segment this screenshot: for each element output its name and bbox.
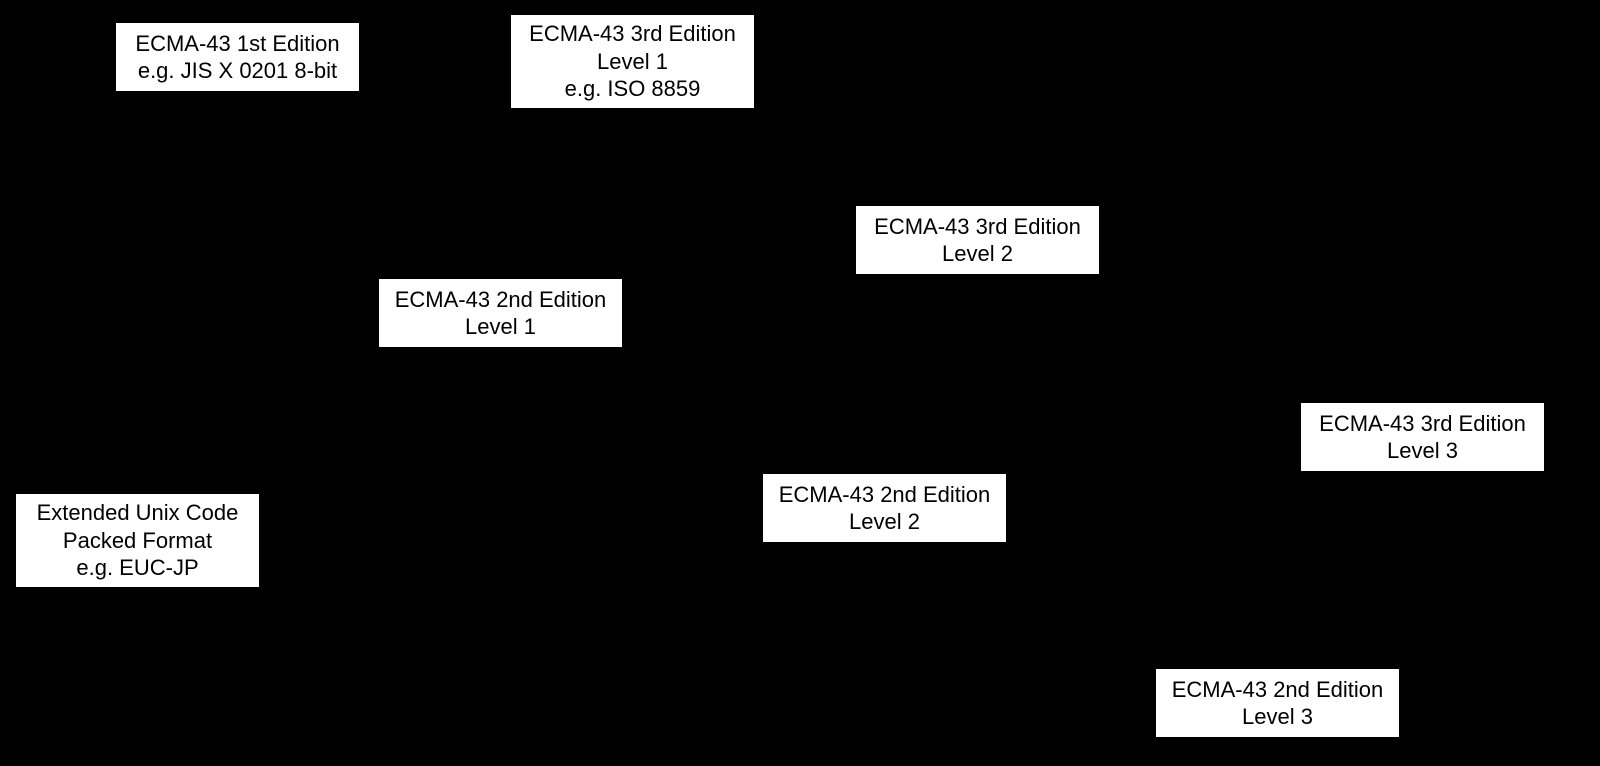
node-ecma43-1st: ECMA-43 1st Editione.g. JIS X 0201 8-bit (115, 22, 360, 92)
node-ecma43-2nd-l1: ECMA-43 2nd EditionLevel 1 (378, 278, 623, 348)
node-euc-packed-line-0: Extended Unix Code (37, 499, 239, 527)
node-ecma43-3rd-l2-line-0: ECMA-43 3rd Edition (874, 213, 1081, 241)
node-ecma43-2nd-l1-line-0: ECMA-43 2nd Edition (395, 286, 607, 314)
node-ecma43-3rd-l1-line-1: Level 1 (597, 48, 668, 76)
node-ecma43-3rd-l3: ECMA-43 3rd EditionLevel 3 (1300, 402, 1545, 472)
node-ecma43-1st-line-0: ECMA-43 1st Edition (135, 30, 339, 58)
node-euc-packed-line-1: Packed Format (63, 527, 212, 555)
node-ecma43-2nd-l2-line-0: ECMA-43 2nd Edition (779, 481, 991, 509)
node-ecma43-3rd-l3-line-0: ECMA-43 3rd Edition (1319, 410, 1526, 438)
node-ecma43-3rd-l2: ECMA-43 3rd EditionLevel 2 (855, 205, 1100, 275)
node-ecma43-3rd-l1-line-2: e.g. ISO 8859 (565, 75, 701, 103)
node-ecma43-2nd-l3-line-0: ECMA-43 2nd Edition (1172, 676, 1384, 704)
node-ecma43-2nd-l2: ECMA-43 2nd EditionLevel 2 (762, 473, 1007, 543)
node-euc-packed-line-2: e.g. EUC-JP (76, 554, 198, 582)
node-euc-packed: Extended Unix CodePacked Formate.g. EUC-… (15, 493, 260, 588)
node-ecma43-1st-line-1: e.g. JIS X 0201 8-bit (138, 57, 337, 85)
node-ecma43-2nd-l2-line-1: Level 2 (849, 508, 920, 536)
node-ecma43-2nd-l1-line-1: Level 1 (465, 313, 536, 341)
node-ecma43-2nd-l3-line-1: Level 3 (1242, 703, 1313, 731)
node-ecma43-2nd-l3: ECMA-43 2nd EditionLevel 3 (1155, 668, 1400, 738)
node-ecma43-3rd-l2-line-1: Level 2 (942, 240, 1013, 268)
node-ecma43-3rd-l3-line-1: Level 3 (1387, 437, 1458, 465)
node-ecma43-3rd-l1-line-0: ECMA-43 3rd Edition (529, 20, 736, 48)
node-ecma43-3rd-l1: ECMA-43 3rd EditionLevel 1e.g. ISO 8859 (510, 14, 755, 109)
